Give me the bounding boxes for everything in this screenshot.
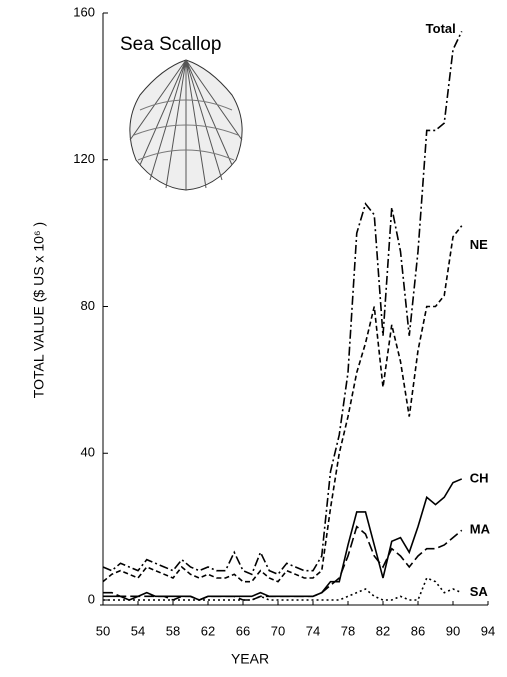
x-tick-label: 78 bbox=[341, 623, 355, 638]
y-axis-label: TOTAL VALUE ($ US x 10⁶ ) bbox=[31, 222, 47, 398]
chart-title: Sea Scallop bbox=[120, 34, 221, 55]
series-line bbox=[102, 30, 463, 576]
x-tick-label: 82 bbox=[376, 623, 390, 638]
x-tick-label: 94 bbox=[481, 623, 495, 638]
y-tick-label: 160 bbox=[73, 4, 95, 19]
x-tick-label: 54 bbox=[131, 623, 145, 638]
y-tick-label: 40 bbox=[81, 445, 95, 460]
series-label: MA bbox=[470, 522, 491, 537]
series-line bbox=[103, 478, 463, 601]
x-tick-label: 58 bbox=[166, 623, 180, 638]
series-label: Total bbox=[426, 21, 456, 36]
series-line bbox=[103, 576, 463, 601]
series-label: SA bbox=[470, 584, 489, 599]
series-label: CH bbox=[470, 470, 489, 485]
x-tick-label: 66 bbox=[236, 623, 250, 638]
x-tick-label: 74 bbox=[306, 623, 320, 638]
x-axis-label: YEAR bbox=[231, 651, 269, 667]
x-tick-label: 90 bbox=[446, 623, 460, 638]
series-line bbox=[103, 525, 463, 601]
x-tick-label: 50 bbox=[96, 623, 110, 638]
x-tick-label: 62 bbox=[201, 623, 215, 638]
series-label: NE bbox=[470, 237, 488, 252]
scallop-icon bbox=[129, 59, 243, 191]
x-tick-label: 70 bbox=[271, 623, 285, 638]
x-tick-label: 86 bbox=[411, 623, 425, 638]
series-line bbox=[102, 225, 463, 583]
y-tick-label: 80 bbox=[81, 298, 95, 313]
y-tick-label: 120 bbox=[73, 151, 95, 166]
y-tick-label: 0 bbox=[88, 591, 95, 606]
